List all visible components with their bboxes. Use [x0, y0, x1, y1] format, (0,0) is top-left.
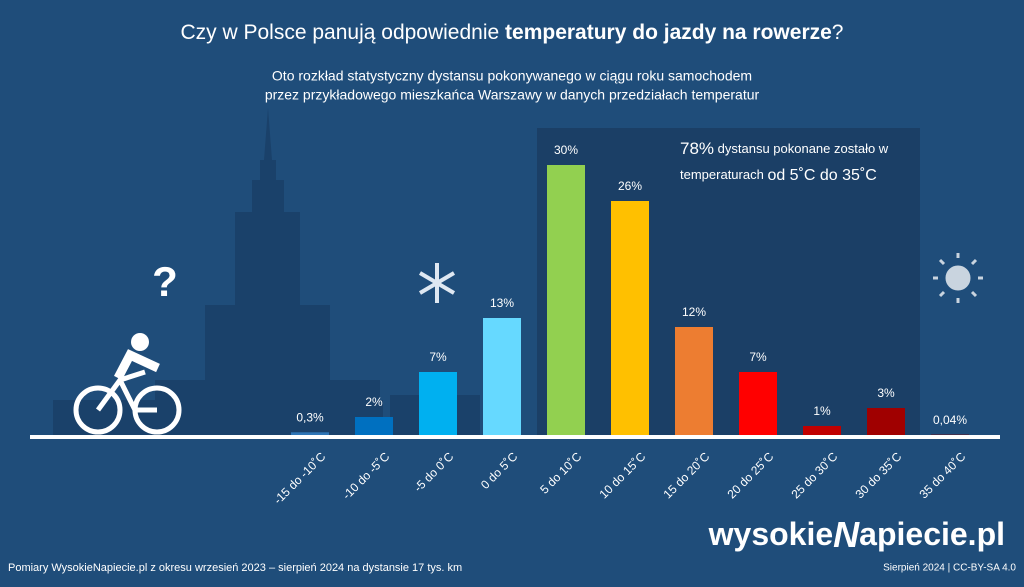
- annotation: 78% dystansu pokonane zostało w: [680, 139, 889, 158]
- footer: Pomiary WysokieNapiecie.pl z okresu wrze…: [8, 562, 462, 574]
- value-label: 0,3%: [296, 410, 324, 424]
- value-label: 1%: [813, 404, 831, 418]
- bar: [611, 201, 649, 435]
- value-label: 7%: [429, 350, 447, 364]
- question-icon: ?: [152, 258, 178, 305]
- value-label: 26%: [618, 179, 642, 193]
- subtitle: przez przykładowego mieszkańca Warszawy …: [265, 87, 760, 103]
- bar: [803, 426, 841, 435]
- value-label: 30%: [554, 143, 578, 157]
- bar: [419, 372, 457, 435]
- annotation-bold: od 5˚C do 35˚C: [767, 167, 876, 184]
- value-label: 3%: [877, 386, 895, 400]
- title-plain: Czy w Polsce panują odpowiednie: [181, 21, 506, 44]
- title-end: ?: [832, 21, 844, 44]
- footer-right: Sierpień 2024 | CC-BY-SA 4.0: [883, 563, 1016, 574]
- value-label: 7%: [749, 350, 767, 364]
- chart-title: Czy w Polsce panują odpowiednie temperat…: [181, 21, 844, 44]
- logo-part: N: [833, 514, 860, 555]
- value-label: 2%: [365, 395, 383, 409]
- logo-part: apiecie.pl: [859, 516, 1005, 552]
- bar: [739, 372, 777, 435]
- annotation-text: dystansu pokonane zostało w: [714, 141, 889, 156]
- cyclist-icon: [73, 333, 182, 435]
- highlight-box: [537, 128, 920, 437]
- sun-icon: [933, 253, 983, 303]
- title-bold: temperatury do jazdy na rowerze: [505, 21, 832, 44]
- bar: [291, 432, 329, 435]
- skyline: [53, 108, 480, 437]
- annotation-text: temperaturach: [680, 167, 767, 182]
- value-label: 0,04%: [933, 413, 967, 427]
- bar: [547, 165, 585, 435]
- snowflake-icon: [418, 263, 456, 303]
- bar: [675, 327, 713, 435]
- annotation-big: 78%: [680, 139, 714, 158]
- logo-part: wysokie: [708, 516, 834, 552]
- value-label: 12%: [682, 305, 706, 319]
- subtitle: Oto rozkład statystyczny dystansu pokony…: [272, 68, 752, 84]
- bar: [867, 408, 905, 435]
- annotation: temperaturach od 5˚C do 35˚C: [680, 167, 877, 184]
- bar: [355, 417, 393, 435]
- bar: [483, 318, 521, 435]
- logo: wysokieNapiecie.pl: [708, 514, 1005, 555]
- value-label: 13%: [490, 296, 514, 310]
